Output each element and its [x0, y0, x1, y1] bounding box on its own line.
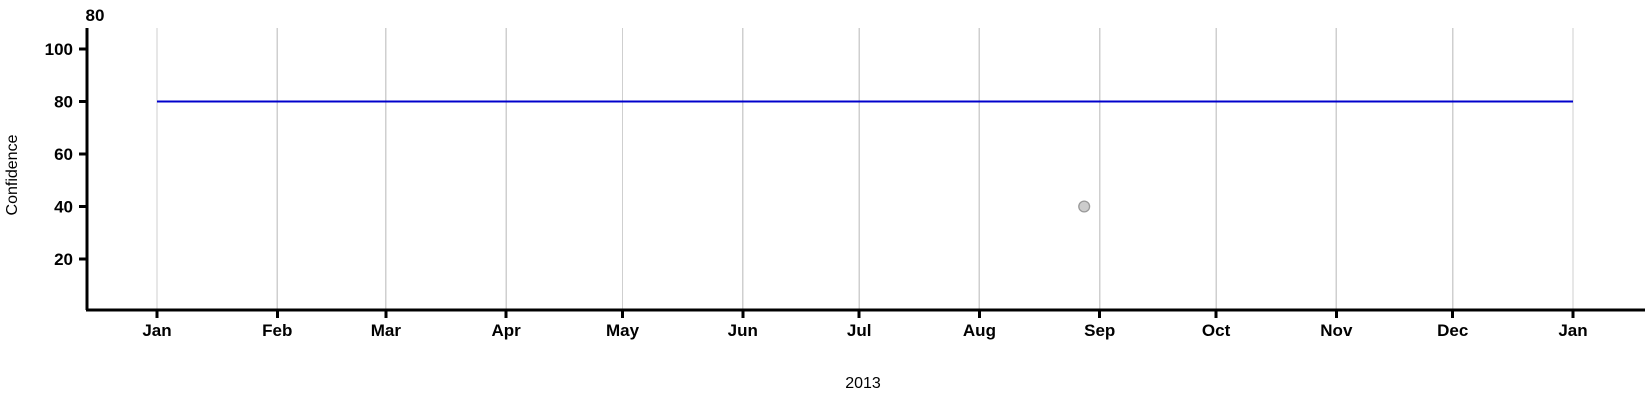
- y-tick-label-80: 80: [54, 93, 73, 112]
- chart-title: 80: [86, 6, 105, 25]
- y-tick-label-20: 20: [54, 250, 73, 269]
- x-tick-label-oct-9: Oct: [1202, 321, 1231, 340]
- data-point-0[interactable]: [1078, 200, 1091, 213]
- y-tick-label-60: 60: [54, 145, 73, 164]
- y-tick-label-40: 40: [54, 198, 73, 217]
- x-axis-ticks: Jan Feb Mar Apr May Jun Jul Aug Sep Oct Nov Dec Jan: [142, 310, 1588, 340]
- y-tick-label-100: 100: [45, 40, 73, 59]
- x-tick-label-jan-12: Jan: [1558, 321, 1587, 340]
- x-tick-label-jan-0: Jan: [142, 321, 171, 340]
- x-tick-label-apr-3: Apr: [492, 321, 522, 340]
- data-points-series: [1078, 200, 1091, 213]
- x-tick-label-sep-8: Sep: [1084, 321, 1115, 340]
- x-tick-label-nov-10: Nov: [1320, 321, 1353, 340]
- x-tick-label-jun-5: Jun: [728, 321, 758, 340]
- x-axis-title: 2013: [845, 375, 881, 392]
- axes: [85, 28, 1645, 312]
- grid-lines: [156, 28, 1574, 309]
- x-tick-label-dec-11: Dec: [1437, 321, 1468, 340]
- x-tick-label-aug-7: Aug: [963, 321, 996, 340]
- x-tick-label-feb-1: Feb: [262, 321, 292, 340]
- y-axis-ticks: 20 40 60 80 100: [45, 40, 87, 269]
- x-tick-label-jul-6: Jul: [847, 321, 872, 340]
- y-axis-title: Confidence: [4, 134, 21, 215]
- x-tick-label-mar-2: Mar: [371, 321, 402, 340]
- x-tick-label-may-4: May: [606, 321, 640, 340]
